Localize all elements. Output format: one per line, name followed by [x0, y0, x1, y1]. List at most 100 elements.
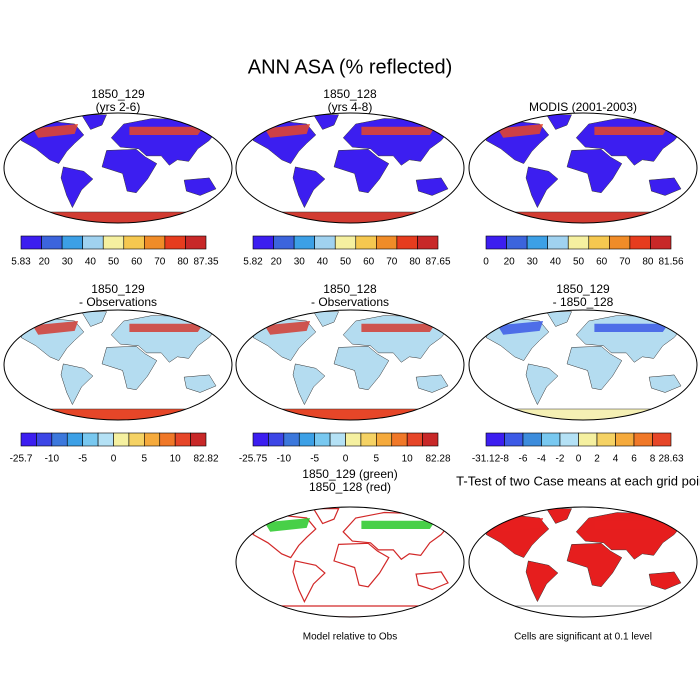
colorbar-box	[615, 432, 635, 447]
colorbar-box	[20, 235, 42, 250]
colorbar-box	[547, 235, 569, 250]
panel-title: 1850_129	[91, 282, 145, 296]
colorbar-label: 0	[483, 257, 489, 268]
colorbar-box	[633, 432, 653, 447]
colorbar-label: -10	[277, 454, 292, 465]
map-border	[468, 506, 698, 618]
colorbar-box	[541, 432, 561, 447]
colorbar-box	[82, 235, 104, 250]
map-border	[3, 309, 233, 421]
land-an	[469, 605, 697, 617]
colorbar-box	[629, 235, 651, 250]
colorbar-box	[360, 432, 377, 447]
colorbar-label: 8	[650, 454, 656, 465]
map	[469, 114, 697, 223]
map	[236, 311, 464, 420]
panel-title: 1850_129 (green)	[302, 467, 397, 481]
colorbar-box	[485, 432, 505, 447]
land-sa	[60, 166, 94, 209]
colorbar-label: 0	[576, 454, 582, 465]
colorbar-label: 40	[317, 257, 329, 268]
colorbar-label: 60	[596, 257, 608, 268]
land-sa	[60, 363, 94, 406]
colorbar-box	[123, 235, 145, 250]
colorbar-label: -5	[78, 454, 87, 465]
colorbar-label: -5	[310, 454, 319, 465]
land-sa	[292, 560, 326, 603]
colorbar-label: 5	[142, 454, 148, 465]
colorbar-box	[102, 235, 125, 250]
colorbar-label: 87.65	[425, 257, 450, 268]
colorbar-box	[567, 235, 590, 250]
colorbar-box	[588, 235, 610, 250]
colorbar-box	[190, 432, 207, 447]
colorbar-label: 10	[402, 454, 414, 465]
colorbar-box	[355, 235, 377, 250]
north-band	[32, 124, 204, 138]
colorbar-label: 6	[631, 454, 637, 465]
colorbar-box	[417, 235, 439, 250]
land-sa	[525, 363, 559, 406]
colorbar-box	[609, 235, 631, 250]
land-an	[469, 211, 697, 223]
land-an	[236, 211, 464, 223]
colorbar-box	[66, 432, 83, 447]
land-sa	[292, 166, 326, 209]
colorbar-label: 80	[642, 257, 654, 268]
colorbar-box	[376, 432, 393, 447]
colorbar-box	[283, 432, 300, 447]
land-gl	[546, 508, 572, 524]
colorbar-box	[144, 432, 161, 447]
north-band	[264, 518, 436, 532]
land-af	[101, 149, 158, 194]
colorbar-label: 0	[111, 454, 117, 465]
map-border	[468, 309, 698, 421]
map-border	[3, 112, 233, 224]
colorbar-label: 30	[527, 257, 539, 268]
land-au	[415, 374, 449, 393]
colorbar-box	[144, 235, 166, 250]
north-band	[264, 321, 436, 335]
panel-title: (yrs 2-6)	[96, 100, 141, 114]
colorbar-label: 30	[294, 257, 306, 268]
colorbar-box	[396, 235, 418, 250]
land-af	[333, 542, 390, 588]
colorbar-label: 5	[374, 454, 380, 465]
map	[469, 311, 697, 420]
colorbar-label: -31.12	[472, 454, 501, 465]
map-border	[235, 112, 465, 224]
land-af	[333, 346, 390, 391]
land-gl	[81, 114, 107, 130]
land-gl	[312, 508, 340, 525]
colorbar-label: 70	[386, 257, 398, 268]
colorbar-box	[164, 235, 186, 250]
colorbar-box	[652, 432, 672, 447]
colorbar-box	[113, 432, 130, 447]
land-gl	[546, 311, 572, 327]
land-sa	[525, 560, 559, 603]
colorbar-label: 30	[62, 257, 74, 268]
land-au	[415, 177, 449, 196]
land-au	[415, 571, 449, 591]
panel-title: - Observations	[79, 295, 157, 309]
panel-title: MODIS (2001-2003)	[529, 100, 637, 114]
north-band	[497, 321, 669, 335]
map-border	[235, 506, 465, 618]
colorbar-box	[174, 432, 191, 447]
land-af	[566, 346, 623, 391]
colorbar-label: 82.82	[193, 454, 218, 465]
land-sa	[292, 363, 326, 406]
panel-title: 1850_129	[91, 87, 145, 101]
panel-title: T-Test of two Case means at each grid po…	[456, 473, 700, 488]
colorbar-box	[596, 432, 616, 447]
colorbar-box	[506, 235, 528, 250]
north-band	[497, 518, 669, 532]
colorbar-box	[314, 432, 331, 447]
panel-caption: Cells are significant at 0.1 level	[514, 632, 652, 643]
panel-title: 1850_128	[323, 282, 377, 296]
colorbar-label: 20	[39, 257, 51, 268]
panel-title: (yrs 4-8)	[328, 100, 373, 114]
land-gl	[313, 311, 339, 327]
colorbar-label: 5.82	[243, 257, 263, 268]
colorbar-box	[334, 235, 357, 250]
